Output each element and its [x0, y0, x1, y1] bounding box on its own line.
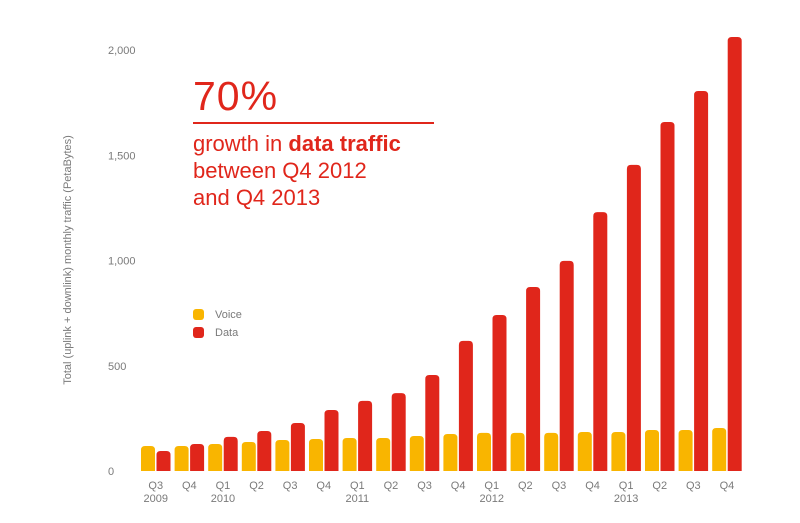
bar-data	[358, 400, 373, 471]
bar-data	[559, 260, 574, 471]
bar-data	[458, 340, 473, 471]
bar-voice	[241, 441, 256, 471]
bar-voice	[309, 439, 323, 471]
x-tick-quarter: Q4	[720, 480, 735, 492]
bar-data	[694, 91, 709, 472]
x-tick-quarter: Q2	[518, 480, 533, 492]
bar-voice	[342, 437, 357, 471]
bar-voice	[712, 428, 727, 471]
x-tick-quarter: Q3	[148, 480, 163, 492]
bar-data	[425, 375, 440, 471]
x-tick-quarter: Q3	[283, 480, 298, 492]
bar-data	[727, 36, 742, 471]
x-tick-quarter: Q1	[484, 480, 499, 492]
x-tick-quarter: Q2	[652, 480, 667, 492]
bar-voice	[208, 444, 223, 471]
x-tick-quarter: Q1	[216, 480, 231, 492]
x-tick-year: 2011	[346, 493, 370, 505]
legend-swatch-data	[193, 327, 204, 338]
x-tick-quarter: Q4	[316, 480, 331, 492]
bar-data	[492, 315, 507, 471]
bar-data	[526, 287, 541, 471]
bar-data	[391, 393, 406, 471]
x-tick-quarter: Q3	[417, 480, 432, 492]
bar-data	[660, 121, 675, 471]
x-tick-year: 2013	[614, 493, 638, 505]
growth-line2: between Q4 2012	[193, 158, 367, 183]
bar-data	[190, 444, 205, 471]
growth-line1-bold: data traffic	[288, 131, 401, 156]
legend: Voice Data	[193, 309, 242, 339]
bar-voice	[577, 432, 592, 471]
bar-voice	[409, 436, 424, 471]
x-tick-quarter: Q4	[585, 480, 600, 492]
bar-voice	[376, 437, 391, 471]
growth-line3: and Q4 2013	[193, 185, 321, 210]
bar-data	[290, 423, 305, 471]
bar-voice	[611, 432, 626, 471]
x-tick-quarter: Q1	[619, 480, 634, 492]
growth-line1-prefix: growth in	[193, 131, 289, 156]
growth-percentage: 70%	[193, 73, 279, 119]
legend-swatch-voice	[193, 309, 204, 320]
bar-data	[626, 164, 641, 472]
bar-voice	[678, 429, 693, 471]
bar-voice	[544, 432, 559, 471]
bar-data	[156, 451, 171, 471]
bar-voice	[477, 432, 491, 471]
x-tick-quarter: Q2	[384, 480, 399, 492]
bar-data	[257, 431, 272, 471]
legend-label-data: Data	[215, 327, 239, 339]
bar-voice	[275, 440, 290, 471]
y-tick-label: 0	[108, 466, 114, 478]
x-tick-quarter: Q4	[182, 480, 197, 492]
callout-divider	[193, 122, 434, 124]
annotation-callout: 70% growth in data traffic between Q4 20…	[193, 74, 453, 211]
y-tick-label: 2,000	[108, 45, 136, 57]
legend-label-voice: Voice	[215, 309, 242, 321]
x-tick-quarter: Q2	[249, 480, 264, 492]
y-tick-label: 1,500	[108, 150, 136, 162]
x-tick-year: 2010	[211, 493, 235, 505]
bar-voice	[174, 445, 189, 471]
growth-description: growth in data traffic between Q4 2012 a…	[193, 130, 453, 211]
x-tick-year: 2009	[144, 493, 168, 505]
x-tick-quarter: Q1	[350, 480, 365, 492]
bar-voice	[510, 432, 525, 471]
bar-data	[324, 409, 339, 471]
x-tick-quarter: Q4	[451, 480, 466, 492]
bar-data	[223, 436, 238, 471]
y-axis-label: Total (uplink + downlink) monthly traffi…	[62, 135, 74, 385]
bar-data	[593, 212, 608, 471]
x-tick-quarter: Q3	[686, 480, 701, 492]
x-tick-year: 2012	[480, 493, 504, 505]
bar-voice	[645, 429, 659, 471]
x-tick-quarter: Q3	[552, 480, 567, 492]
y-tick-label: 500	[108, 361, 126, 373]
y-tick-label: 1,000	[108, 256, 136, 268]
bar-voice	[443, 433, 458, 471]
bar-voice	[141, 445, 155, 471]
